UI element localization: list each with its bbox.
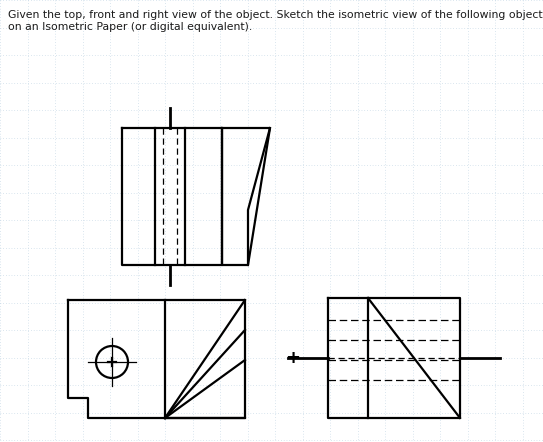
Text: +: + xyxy=(286,349,300,367)
Text: Given the top, front and right view of the object. Sketch the isometric view of : Given the top, front and right view of t… xyxy=(8,10,542,31)
